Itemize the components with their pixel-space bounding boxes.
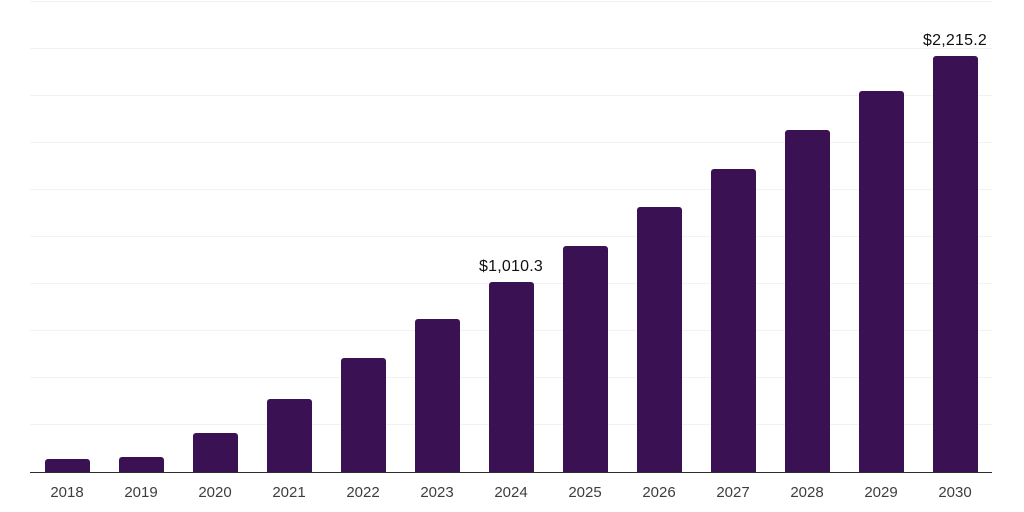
bar-2026 <box>636 206 682 472</box>
gridline-2000 <box>30 95 992 96</box>
bar-2021 <box>266 399 312 472</box>
bar-2030 <box>932 55 978 472</box>
x-tick-2028: 2028 <box>790 484 824 501</box>
bar-2022 <box>340 358 386 472</box>
bar-2020 <box>192 433 238 472</box>
x-tick-2022: 2022 <box>346 484 380 501</box>
bar-2023 <box>414 318 460 472</box>
gridline-1250 <box>30 236 992 237</box>
x-tick-2024: 2024 <box>494 484 528 501</box>
bar-2025 <box>562 246 608 472</box>
x-tick-2026: 2026 <box>642 484 676 501</box>
bar-2019 <box>118 457 164 472</box>
plot-area: $1,010.3 $2,215.2 <box>30 1 992 473</box>
x-tick-2029: 2029 <box>864 484 898 501</box>
x-tick-2020: 2020 <box>198 484 232 501</box>
gridline-2250 <box>30 48 992 49</box>
x-tick-2023: 2023 <box>420 484 454 501</box>
x-tick-2019: 2019 <box>124 484 158 501</box>
x-tick-2018: 2018 <box>50 484 84 501</box>
bar-2028 <box>784 130 830 472</box>
gridline-2500 <box>30 1 992 2</box>
x-tick-2025: 2025 <box>568 484 602 501</box>
bar-2018 <box>44 459 90 472</box>
bar-2024 <box>488 282 534 472</box>
bar-2027 <box>710 169 756 472</box>
x-tick-2030: 2030 <box>938 484 972 501</box>
gridline-1750 <box>30 142 992 143</box>
bar-2029 <box>858 90 904 472</box>
x-tick-2021: 2021 <box>272 484 306 501</box>
x-tick-2027: 2027 <box>716 484 750 501</box>
value-label-2030: $2,215.2 <box>923 31 987 49</box>
gridline-1500 <box>30 189 992 190</box>
value-label-2024: $1,010.3 <box>479 258 543 276</box>
